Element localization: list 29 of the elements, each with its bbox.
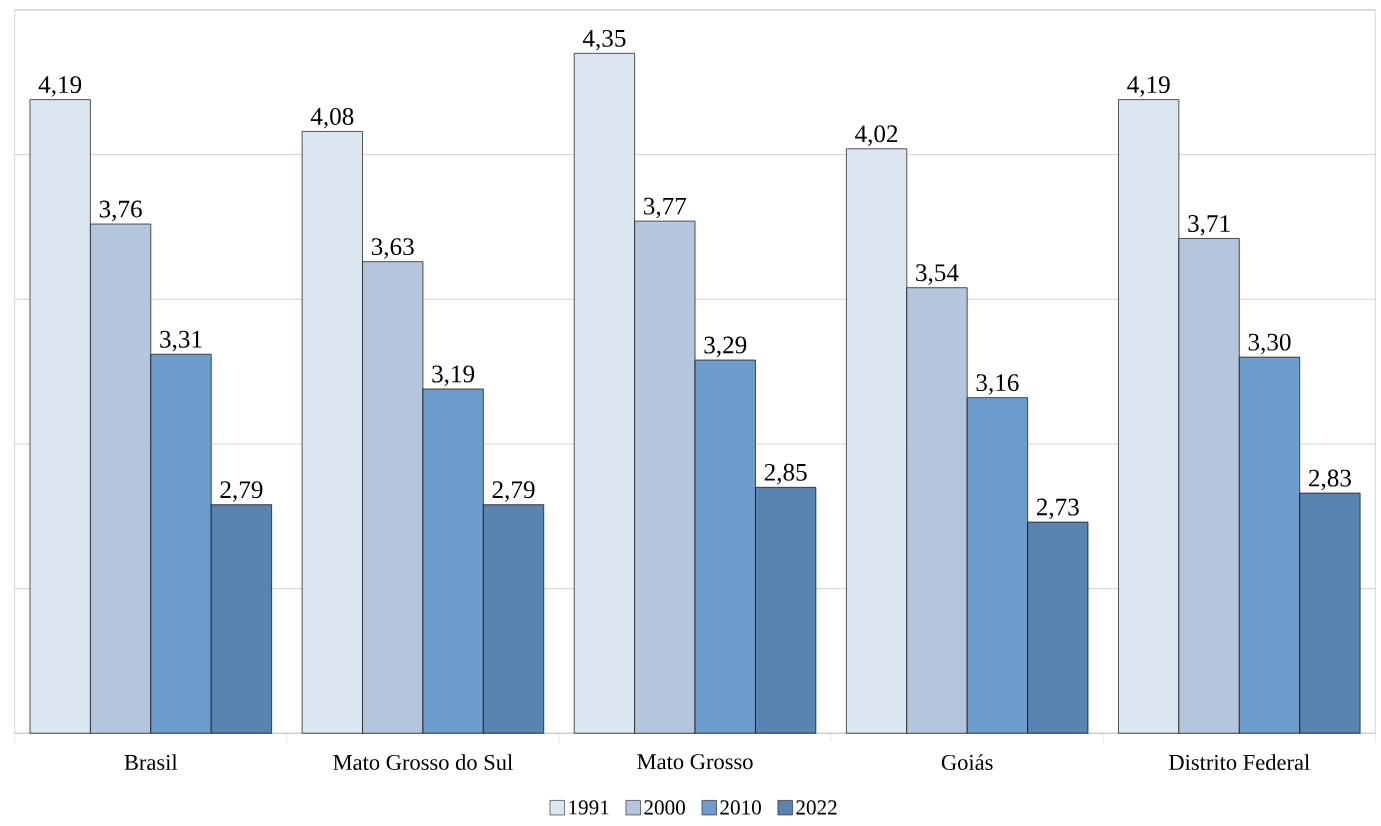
data-label: 3,54 (916, 264, 959, 285)
data-label: 3,77 (644, 197, 687, 219)
legend-label: 2000 (644, 800, 685, 815)
data-label: 4,08 (310, 108, 354, 129)
data-label: 2,85 (764, 463, 807, 485)
data-label: 3,29 (704, 336, 747, 358)
data-label: 3,31 (160, 330, 202, 352)
x-tick-label: Mato Grosso do Sul (333, 754, 513, 771)
data-label: 2,79 (220, 481, 263, 502)
x-tick-label: Goiás (941, 754, 993, 771)
x-tick-label: Brasil (124, 754, 178, 771)
legend-label: 1991 (569, 800, 609, 815)
data-label: 2,83 (1309, 469, 1351, 491)
data-label: 3,76 (99, 200, 142, 222)
data-label: 4,19 (38, 76, 82, 97)
data-label: 4,35 (582, 29, 626, 51)
data-label: 3,30 (1248, 333, 1291, 355)
data-label: 3,19 (432, 365, 475, 387)
legend-label: 2022 (796, 800, 837, 815)
data-label: 4,02 (855, 125, 898, 146)
data-label: 2,73 (1036, 498, 1079, 520)
data-label: 3,16 (976, 374, 1019, 395)
legend-label: 2010 (720, 800, 761, 815)
x-tick-label: Mato Grosso (637, 754, 753, 770)
data-label: 3,71 (1188, 215, 1230, 236)
data-label: 2,79 (492, 481, 535, 502)
x-tick-label: Distrito Federal (1169, 754, 1310, 771)
data-label: 3,63 (371, 238, 414, 259)
data-label: 4,19 (1127, 76, 1170, 97)
